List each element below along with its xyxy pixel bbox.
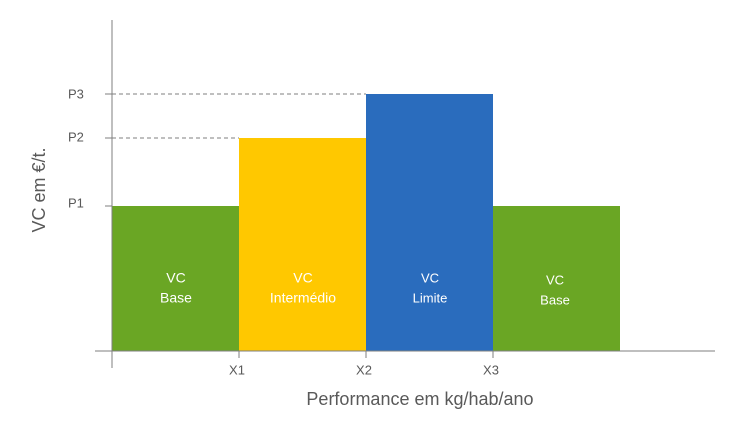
bar: [366, 94, 493, 351]
bar-label: VC: [546, 272, 564, 287]
x-tick-label: X3: [483, 362, 499, 377]
x-axis-title: Performance em kg/hab/ano: [306, 389, 533, 409]
bar-label: VC: [421, 270, 439, 285]
y-axis-title: VC em €/t.: [29, 147, 49, 232]
bar-label: VC: [166, 270, 185, 286]
y-tick-label: P1: [68, 195, 84, 210]
y-tick-label: P2: [68, 129, 84, 144]
bar-label: Intermédio: [270, 290, 336, 306]
bar-label: Limite: [413, 290, 448, 305]
bar-label: Base: [160, 290, 192, 306]
x-tick-label: X2: [356, 362, 372, 377]
bar-label: VC: [293, 270, 312, 286]
bar-label: Base: [540, 292, 570, 307]
x-tick-label: X1: [229, 362, 245, 377]
bar: [493, 206, 620, 351]
y-tick-label: P3: [68, 86, 84, 101]
bar: [239, 138, 366, 351]
bar: [112, 206, 239, 351]
